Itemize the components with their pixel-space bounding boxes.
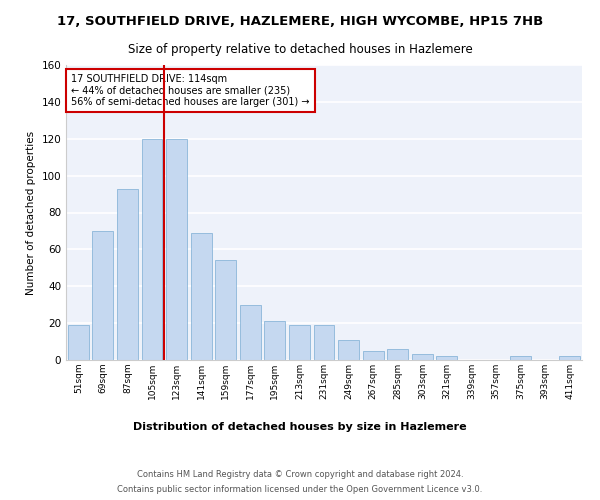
- Bar: [142, 138, 163, 360]
- Text: Contains public sector information licensed under the Open Government Licence v3: Contains public sector information licen…: [118, 485, 482, 494]
- Bar: [92, 231, 113, 360]
- Y-axis label: Number of detached properties: Number of detached properties: [26, 130, 36, 294]
- Bar: [240, 304, 261, 360]
- Bar: [117, 188, 138, 360]
- Bar: [191, 233, 212, 360]
- Bar: [510, 356, 531, 360]
- Bar: [412, 354, 433, 360]
- Bar: [215, 260, 236, 360]
- Text: 17 SOUTHFIELD DRIVE: 114sqm
← 44% of detached houses are smaller (235)
56% of se: 17 SOUTHFIELD DRIVE: 114sqm ← 44% of det…: [71, 74, 310, 107]
- Text: Contains HM Land Registry data © Crown copyright and database right 2024.: Contains HM Land Registry data © Crown c…: [137, 470, 463, 479]
- Text: Distribution of detached houses by size in Hazlemere: Distribution of detached houses by size …: [133, 422, 467, 432]
- Bar: [559, 356, 580, 360]
- Bar: [289, 325, 310, 360]
- Bar: [387, 349, 408, 360]
- Bar: [314, 325, 334, 360]
- Bar: [68, 325, 89, 360]
- Text: Size of property relative to detached houses in Hazlemere: Size of property relative to detached ho…: [128, 42, 472, 56]
- Text: 17, SOUTHFIELD DRIVE, HAZLEMERE, HIGH WYCOMBE, HP15 7HB: 17, SOUTHFIELD DRIVE, HAZLEMERE, HIGH WY…: [57, 15, 543, 28]
- Bar: [362, 351, 383, 360]
- Bar: [436, 356, 457, 360]
- Bar: [338, 340, 359, 360]
- Bar: [265, 322, 286, 360]
- Bar: [166, 138, 187, 360]
